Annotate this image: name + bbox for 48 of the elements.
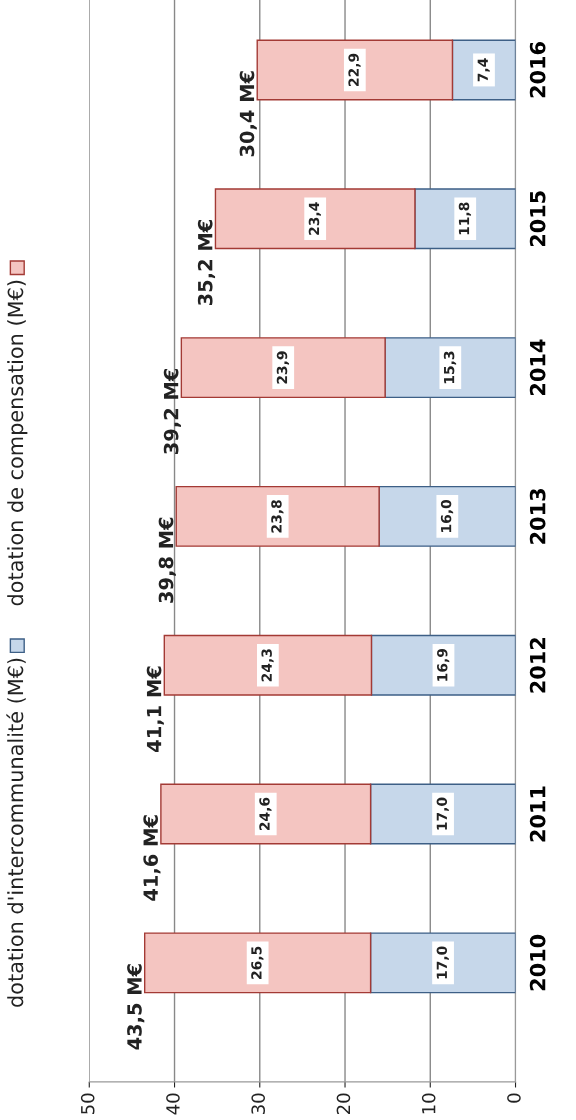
data-label: 7,4 [477, 58, 490, 82]
total-label: 39,8 M€ [158, 517, 176, 603]
total-label: 41,6 M€ [143, 815, 161, 901]
data-label: 15,3 [443, 351, 457, 384]
y-tick-label: 2016 [529, 42, 546, 98]
bar [378, 485, 516, 547]
bar [369, 783, 516, 845]
legend-label: dotation de compensation (M€) [7, 280, 28, 606]
bar [370, 634, 516, 696]
x-tick-label: 50 [80, 1093, 95, 1114]
bar [256, 39, 454, 101]
y-tick-label: 2010 [529, 934, 546, 991]
y-tick-label: 2013 [529, 489, 546, 544]
x-tick-label: 30 [251, 1093, 266, 1114]
total-label: 30,4 M€ [239, 71, 257, 157]
data-label: 11,8 [458, 202, 472, 235]
data-label: 16,9 [437, 648, 450, 681]
total-label: 41,1 M€ [146, 666, 164, 752]
bar [384, 337, 516, 399]
x-tick-label: 0 [507, 1093, 521, 1103]
bar [180, 337, 386, 399]
data-label: 23,9 [276, 351, 290, 384]
data-label: 23,8 [271, 500, 284, 533]
x-tick-label: 40 [166, 1093, 180, 1115]
legend-label: dotation d'intercommunalité (M€) [6, 658, 26, 1007]
y-tick-label: 2012 [529, 638, 546, 693]
data-label: 17,0 [436, 797, 449, 830]
x-tick-label: 10 [421, 1093, 436, 1114]
data-label: 23,4 [308, 202, 321, 235]
total-label: 35,2 M€ [197, 220, 216, 306]
bar [163, 634, 373, 696]
total-label: 39,2 M€ [163, 368, 181, 454]
data-label: 22,9 [348, 53, 361, 86]
x-tick-label: 20 [336, 1093, 351, 1114]
bar [214, 188, 416, 250]
data-label: 17,0 [436, 946, 449, 979]
y-tick-label: 2014 [529, 339, 546, 395]
bar [160, 783, 372, 845]
y-tick-label: 2011 [529, 786, 546, 842]
data-label: 16,0 [440, 499, 454, 532]
data-label: 24,3 [261, 649, 274, 682]
bar [369, 932, 516, 994]
total-label: 43,5 M€ [127, 964, 145, 1050]
data-label: 26,5 [251, 946, 264, 979]
y-tick-label: 2015 [529, 191, 546, 247]
bar [175, 485, 380, 547]
bar [143, 932, 372, 994]
data-label: 24,6 [259, 797, 272, 831]
